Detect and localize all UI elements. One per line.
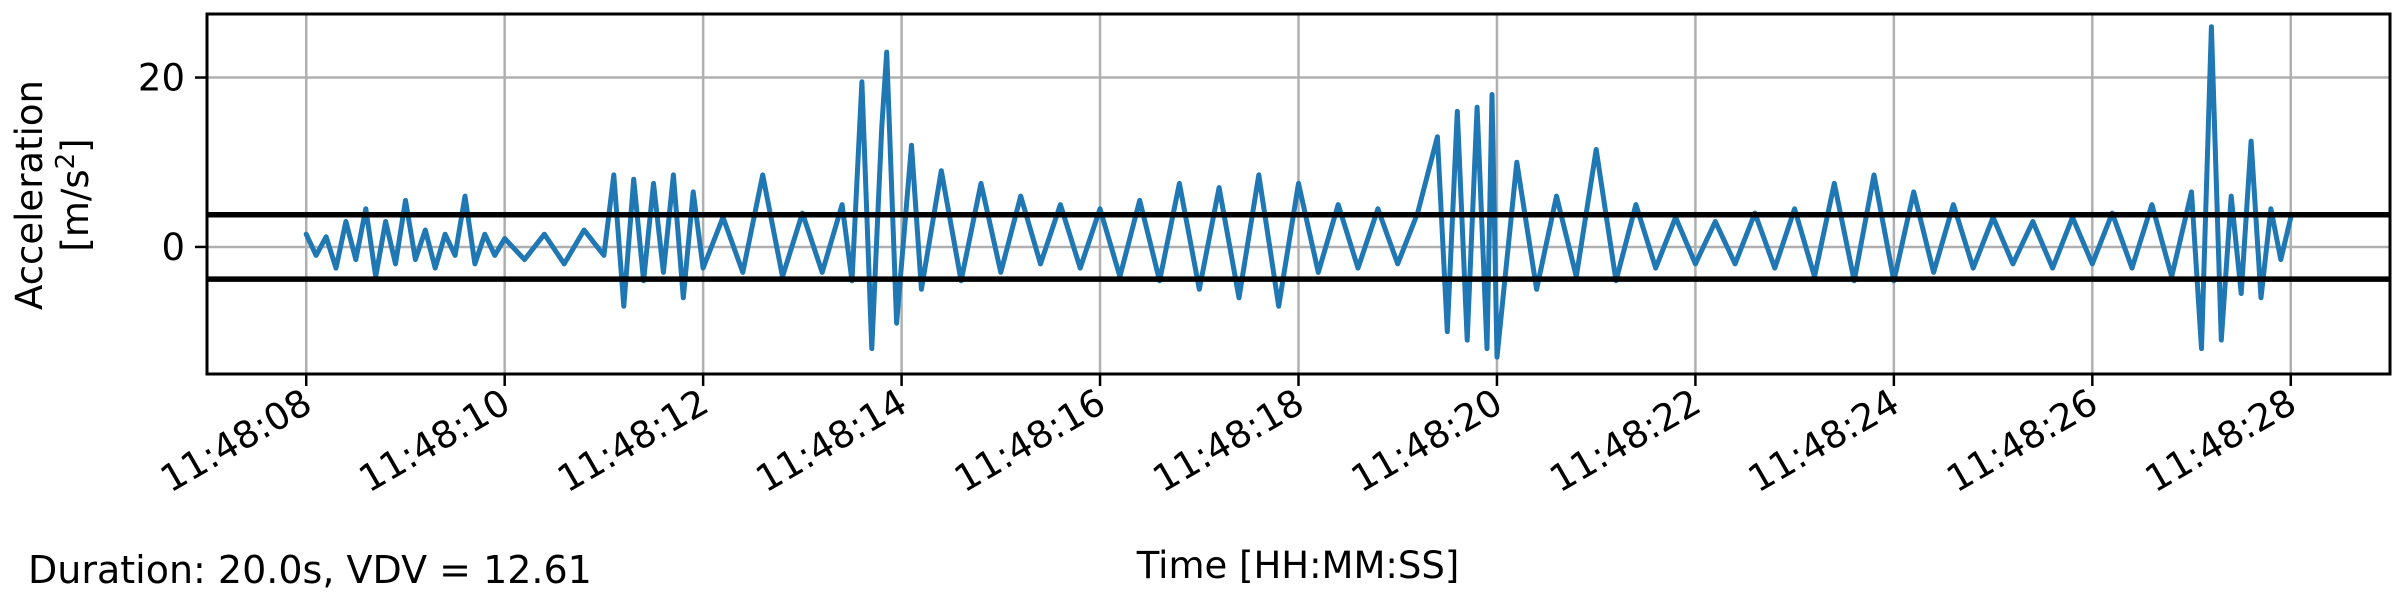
- y-tick-label: 20: [138, 57, 185, 100]
- y-axis-unit-prefix: [m/s: [54, 169, 97, 251]
- x-tick-label: 11:48:08: [153, 381, 318, 501]
- x-axis-title: Time [HH:MM:SS]: [1136, 544, 1460, 587]
- x-tick-label: 11:48:16: [947, 381, 1112, 501]
- y-axis-title: Acceleration [m/s2]: [8, 80, 97, 310]
- y-axis-ticks: 0 20: [138, 57, 207, 269]
- y-axis-unit-suffix: ]: [54, 138, 97, 152]
- threshold-lines: [207, 212, 2390, 282]
- acceleration-series: [303, 24, 2294, 360]
- x-tick-label: 11:48:10: [352, 381, 517, 501]
- acceleration-line: [303, 24, 2294, 360]
- x-tick-label: 11:48:24: [1741, 381, 1906, 501]
- x-tick-label: 11:48:26: [1939, 381, 2104, 501]
- x-tick-label: 11:48:20: [1344, 381, 1509, 501]
- y-axis-title-line1: Acceleration: [8, 80, 51, 310]
- x-axis-ticks: 11:48:08 11:48:10 11:48:12 11:48:14 11:48:16…: [153, 374, 2303, 501]
- y-axis-title-line2: [m/s2]: [51, 138, 97, 251]
- x-tick-label: 11:48:12: [550, 381, 715, 501]
- y-axis-unit-exponent: 2: [51, 153, 81, 170]
- y-tick-label: 0: [161, 226, 185, 269]
- duration-vdv-summary: Duration: 20.0s, VDV = 12.61: [28, 548, 592, 592]
- x-tick-label: 11:48:18: [1146, 381, 1311, 501]
- x-tick-label: 11:48:28: [2138, 381, 2303, 501]
- x-tick-label: 11:48:22: [1542, 381, 1707, 501]
- x-tick-label: 11:48:14: [749, 381, 914, 501]
